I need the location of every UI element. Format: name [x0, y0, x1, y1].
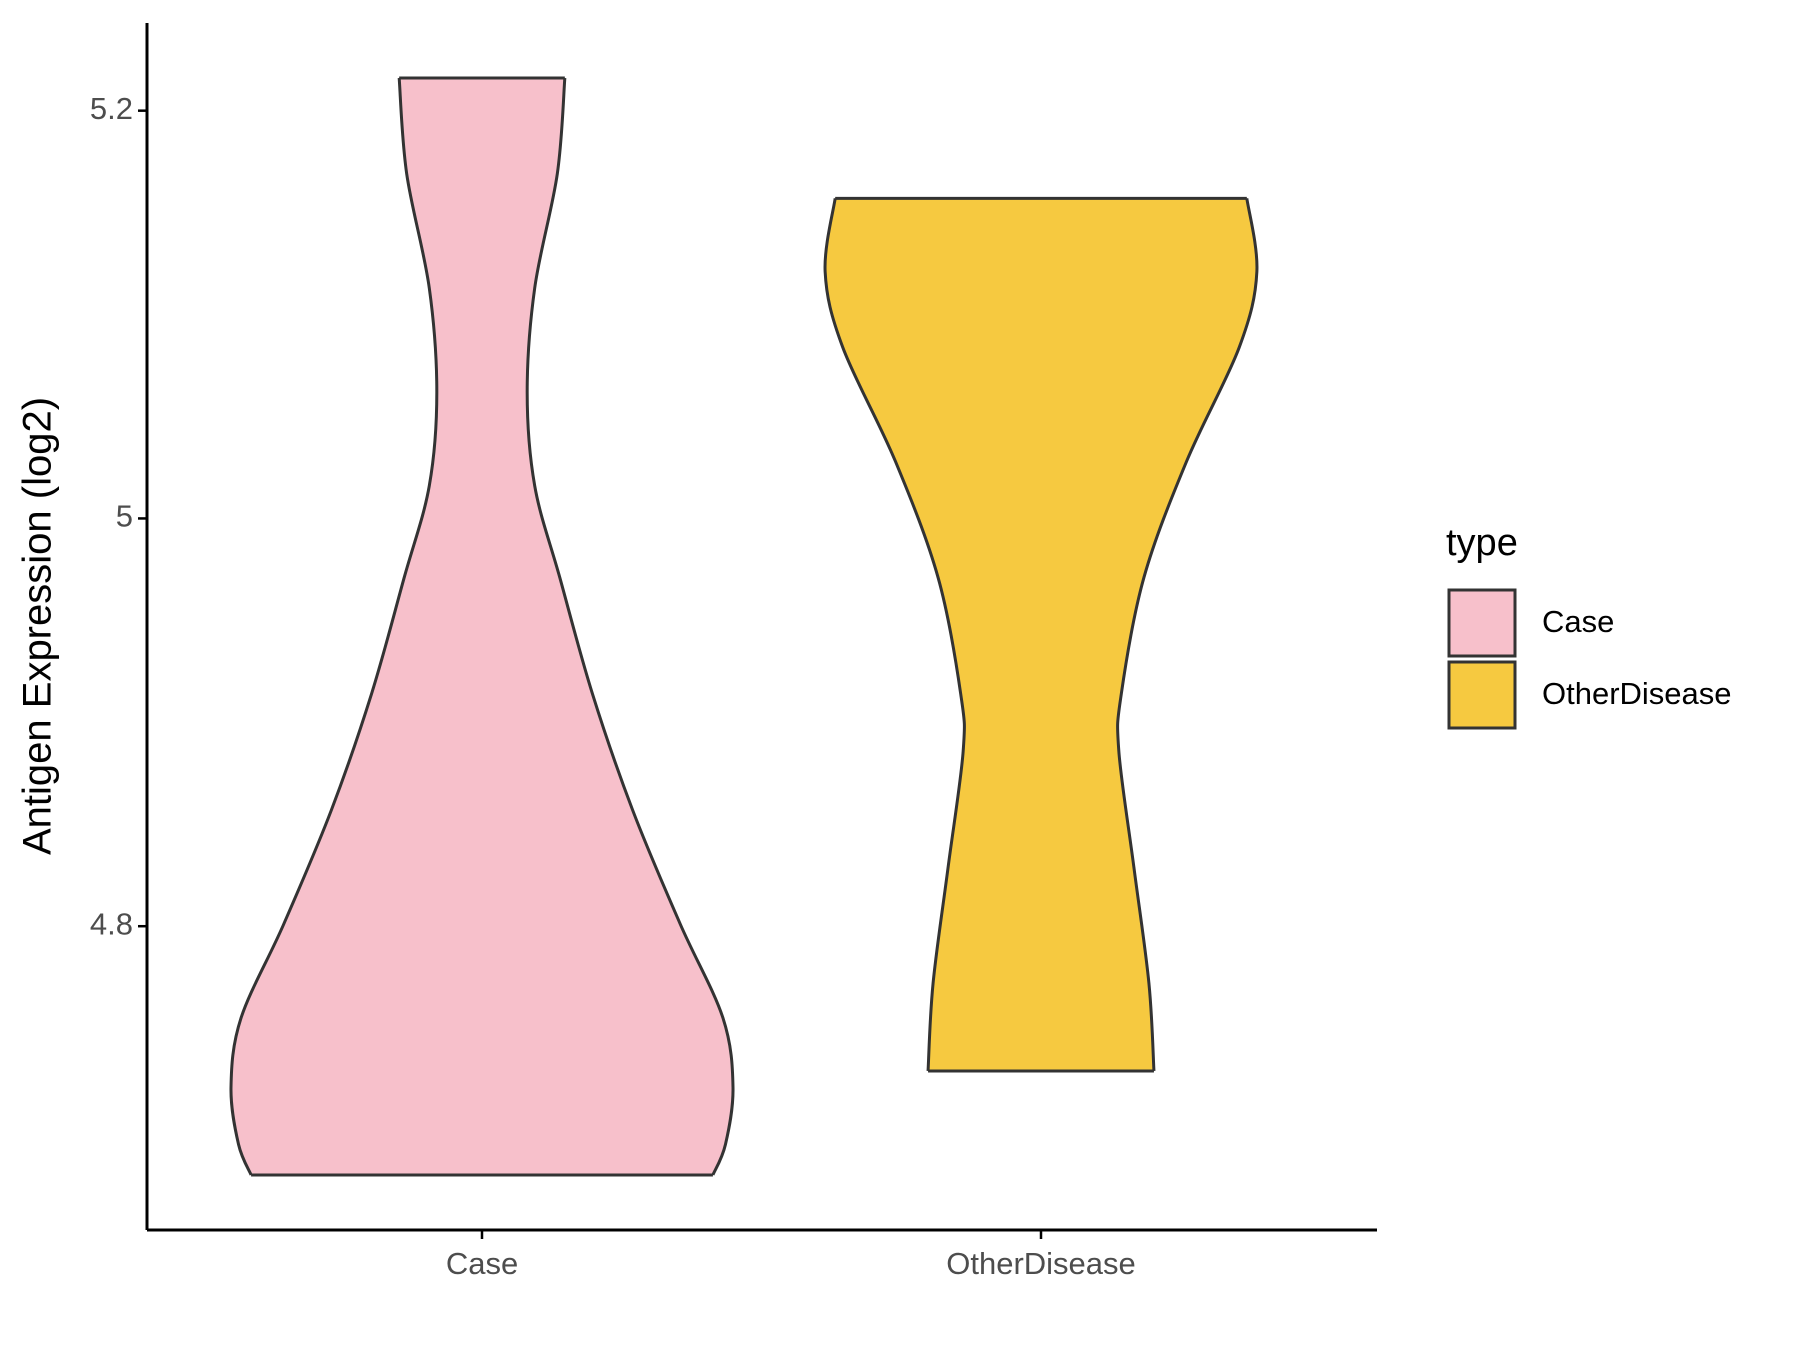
violin-body — [230, 78, 734, 1175]
legend-label: Case — [1542, 604, 1614, 639]
legend-key — [1447, 588, 1517, 658]
violin-edge-right — [1116, 198, 1259, 1072]
violin-edge-left — [823, 198, 966, 1072]
violin-body — [825, 198, 1257, 1071]
legend-key — [1447, 660, 1517, 730]
y-tick-label: 5.2 — [90, 91, 133, 126]
x-tick-label: Case — [446, 1246, 518, 1281]
x-tick-label: OtherDisease — [946, 1246, 1136, 1281]
violin-edge-left — [229, 77, 439, 1176]
y-tick-label: 4.8 — [90, 906, 133, 941]
violin-edge-right — [525, 77, 735, 1176]
legend-label: OtherDisease — [1542, 676, 1732, 711]
y-tick-label: 5 — [116, 499, 133, 534]
y-axis-title: Antigen Expression (log2) — [16, 397, 60, 855]
legend-title: type — [1446, 522, 1518, 564]
